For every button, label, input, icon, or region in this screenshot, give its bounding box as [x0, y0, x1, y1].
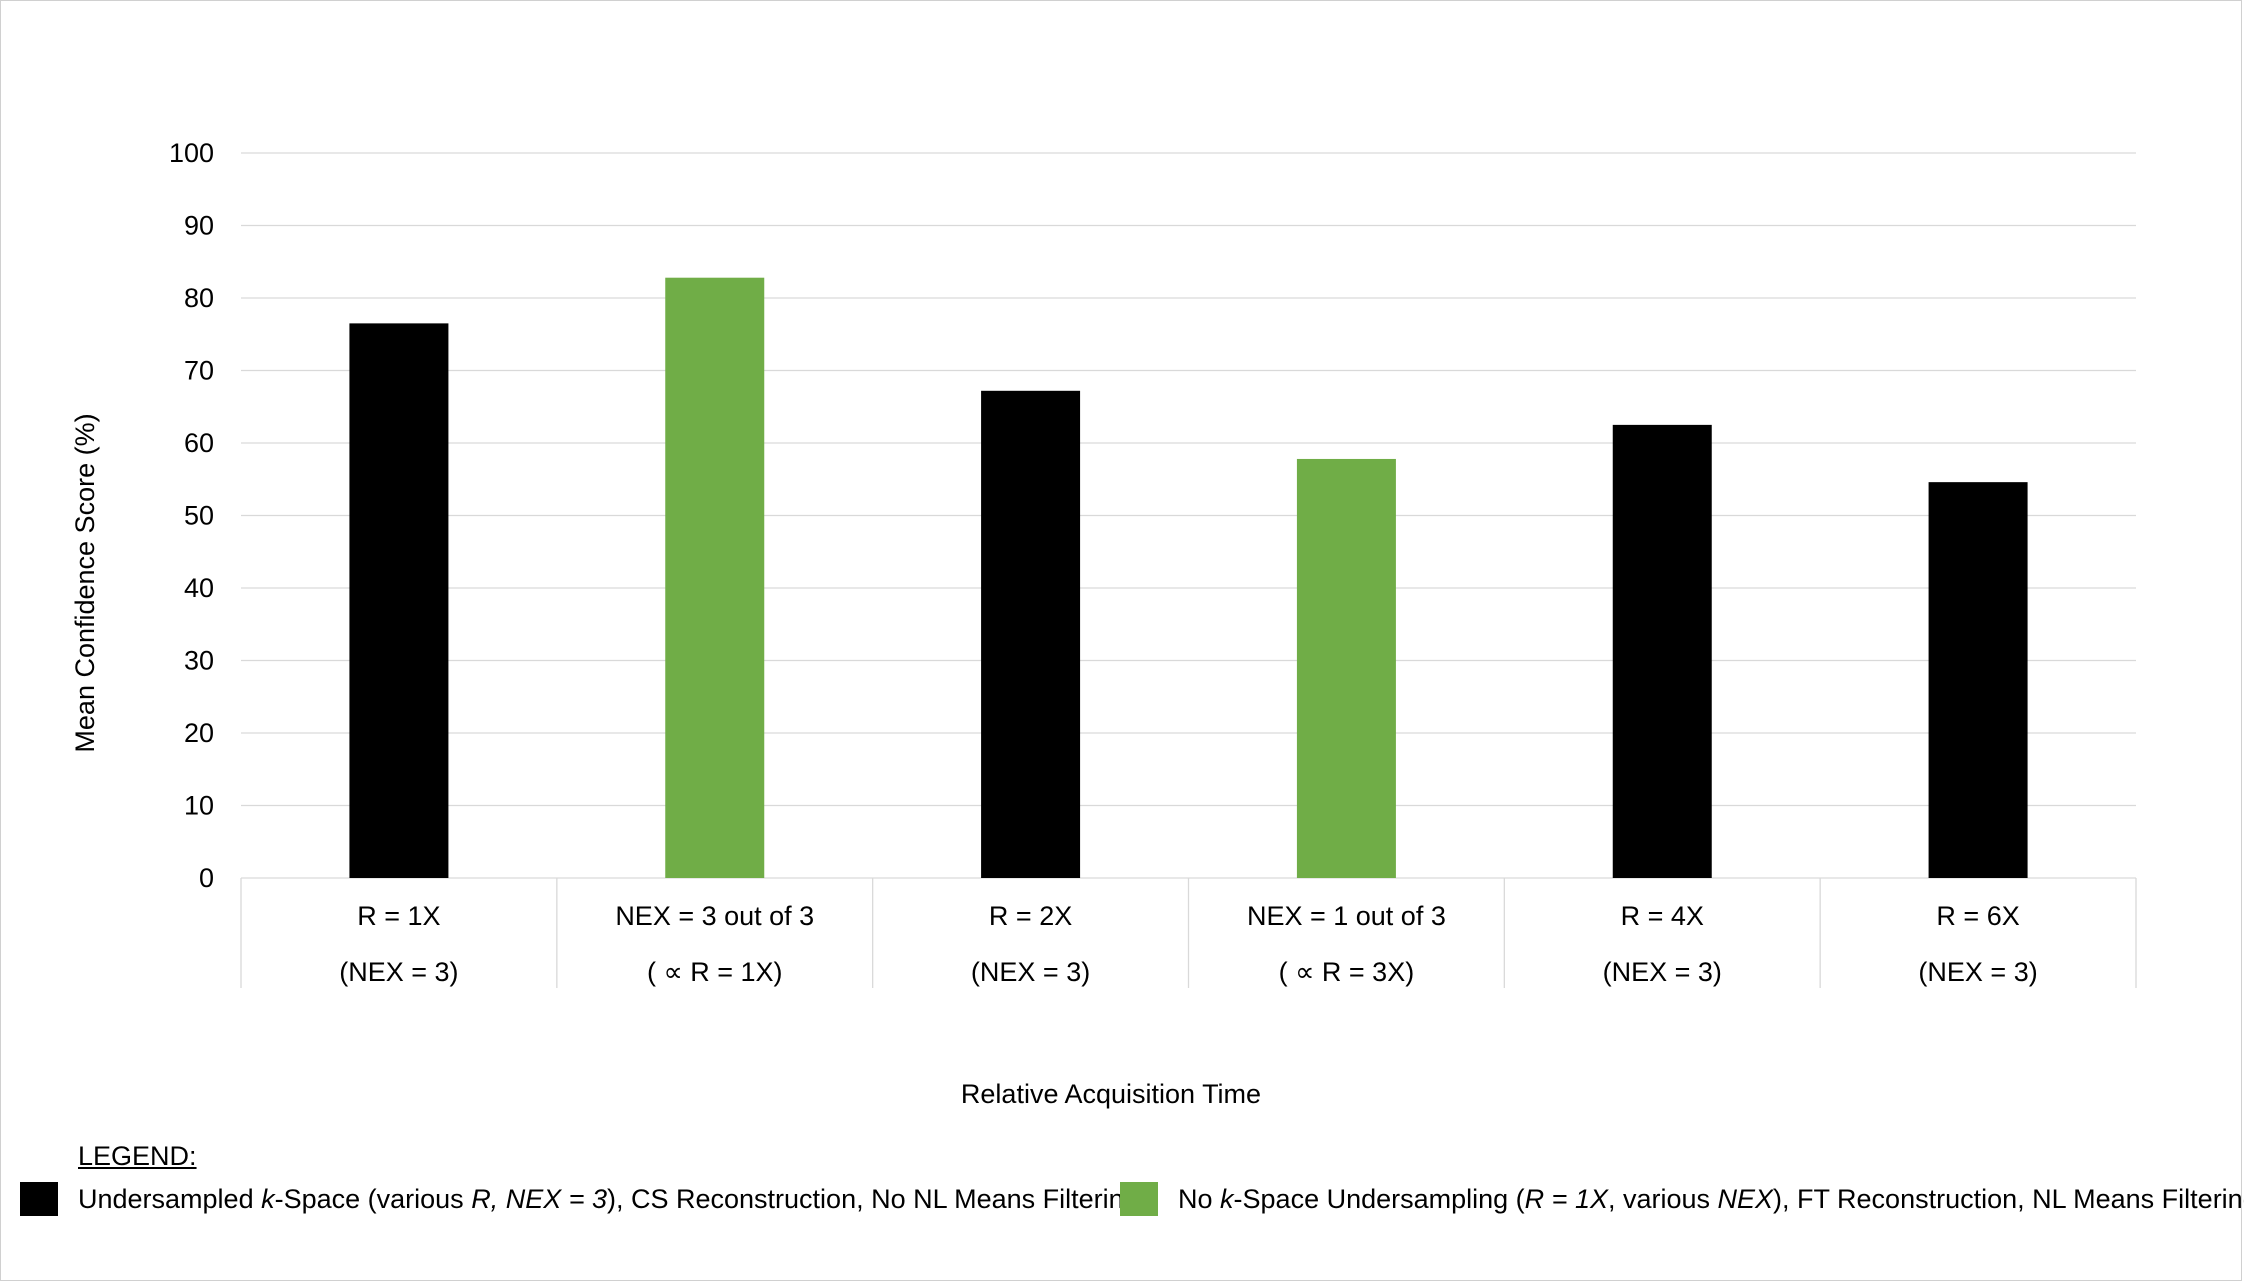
legend-swatch-green: [1120, 1182, 1158, 1216]
x-tick-label-line2: (NEX = 3): [1603, 957, 1722, 987]
bars: [349, 277, 2028, 878]
x-tick-label-line2: (NEX = 3): [971, 957, 1090, 987]
y-tick-label: 30: [184, 646, 214, 676]
x-tick-label-line2: (NEX = 3): [339, 957, 458, 987]
bar-no_undersampling: [1296, 458, 1396, 878]
y-tick-label: 0: [199, 863, 214, 893]
x-tick-label-line2: ( ∝ R = 3X): [1279, 957, 1415, 987]
legend-label-no-undersampling: No k-Space Undersampling (R = 1X, variou…: [1178, 1183, 2244, 1214]
legend-title: LEGEND:: [78, 1141, 197, 1171]
bar-undersampled: [349, 323, 449, 878]
x-tick-label-line1: R = 6X: [1936, 901, 2019, 931]
x-tick-label-line1: R = 1X: [357, 901, 440, 931]
legend-swatch-black: [20, 1182, 58, 1216]
x-axis: R = 1X (NEX = 3) NEX = 3 out of 3 ( ∝ R = 1…: [240, 878, 2137, 988]
x-tick-label-line1: NEX = 3 out of 3: [615, 901, 814, 931]
y-axis-ticks: 0 10 20 30 40 50 60 70 80 90 100: [169, 138, 214, 893]
legend-item-undersampled: Undersampled k-Space (various R, NEX = 3…: [20, 1182, 1139, 1216]
x-tick-label-line2: ( ∝ R = 1X): [647, 957, 783, 987]
y-tick-label: 70: [184, 356, 214, 386]
x-axis-label: Relative Acquisition Time: [961, 1079, 1261, 1109]
y-tick-label: 90: [184, 211, 214, 241]
bar-undersampled: [1928, 482, 2028, 878]
y-tick-label: 100: [169, 138, 214, 168]
x-tick-label-line2: (NEX = 3): [1918, 957, 2037, 987]
y-axis-label: Mean Confidence Score (%): [70, 413, 100, 752]
x-tick-label-line1: R = 4X: [1621, 901, 1704, 931]
bar-undersampled: [981, 390, 1081, 878]
gridlines: [241, 152, 2136, 879]
bar-no_undersampling: [665, 277, 765, 878]
y-tick-label: 10: [184, 791, 214, 821]
legend-item-no-undersampling: No k-Space Undersampling (R = 1X, variou…: [1120, 1182, 2244, 1216]
x-tick-label-line1: R = 2X: [989, 901, 1072, 931]
y-tick-label: 50: [184, 501, 214, 531]
y-tick-label: 80: [184, 283, 214, 313]
y-tick-label: 40: [184, 573, 214, 603]
legend-label-undersampled: Undersampled k-Space (various R, NEX = 3…: [78, 1183, 1139, 1214]
bar-undersampled: [1612, 424, 1712, 878]
y-tick-label: 60: [184, 428, 214, 458]
x-tick-label-line1: NEX = 1 out of 3: [1247, 901, 1446, 931]
y-tick-label: 20: [184, 718, 214, 748]
